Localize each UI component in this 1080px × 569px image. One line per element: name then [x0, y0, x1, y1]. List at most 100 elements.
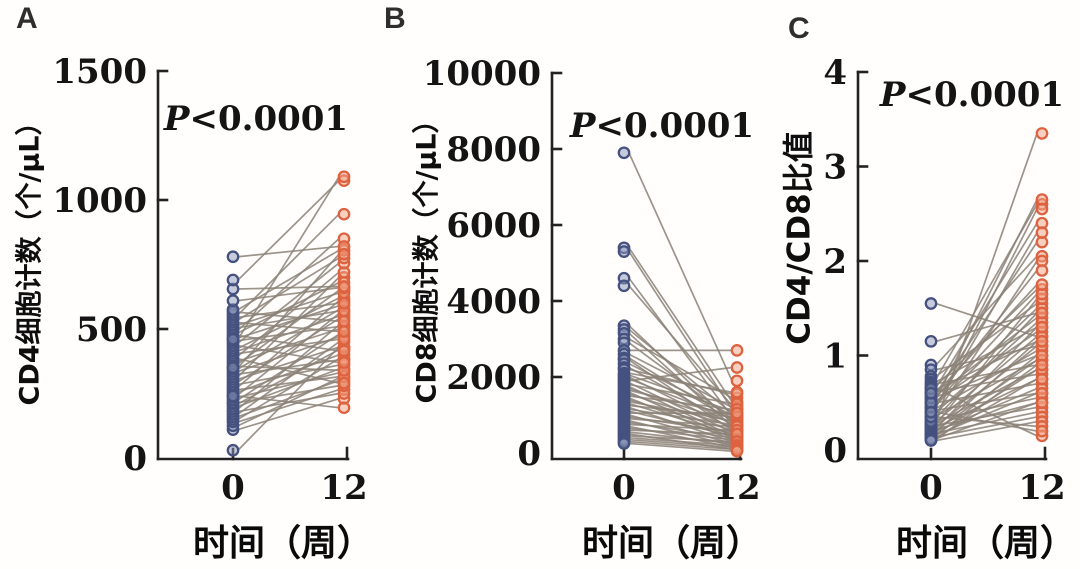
pair-line — [237, 262, 340, 344]
pair-line — [237, 176, 340, 340]
week0-point — [226, 273, 240, 287]
week12-point — [337, 356, 351, 369]
pair-line — [628, 417, 733, 428]
y-tick-label: 6000 — [446, 206, 541, 246]
week12-point — [337, 401, 351, 415]
pair-line — [237, 348, 340, 405]
week12-point — [1035, 127, 1049, 140]
week12-point — [730, 344, 744, 357]
week12-point — [1035, 320, 1049, 334]
pair-lines — [628, 152, 733, 452]
pair-line — [935, 340, 1038, 433]
y-tick-label: 8000 — [446, 130, 541, 170]
pair-line — [237, 388, 340, 423]
panel-c-y-axis-label: CD4/CD8比值 — [781, 131, 818, 345]
pair-line — [628, 381, 733, 433]
panel-b-letter: B — [384, 2, 406, 35]
pair-line — [628, 277, 733, 418]
pair-line — [935, 411, 1038, 432]
panel-c-xtick-0: 0 — [919, 468, 943, 508]
week0-point — [226, 361, 240, 375]
pair-line — [237, 286, 340, 302]
week12-point — [730, 361, 744, 374]
panel-b-xtick-12: 12 — [713, 468, 761, 508]
pair-line — [935, 298, 1038, 426]
pair-line — [935, 411, 1038, 434]
pair-line — [237, 334, 340, 352]
pair-line — [628, 383, 733, 405]
pair-line — [628, 372, 733, 394]
y-tick-label: 10000 — [423, 54, 541, 94]
pair-line — [935, 260, 1038, 415]
week0-point — [924, 297, 938, 310]
pair-line — [935, 312, 1038, 343]
pair-line — [935, 335, 1038, 423]
week0-point — [617, 146, 631, 160]
week0-point — [924, 405, 938, 419]
pair-line — [628, 152, 733, 382]
week0-point — [617, 279, 631, 293]
week12-point — [1035, 306, 1049, 320]
pair-line — [628, 429, 733, 435]
week12-point — [1035, 358, 1049, 372]
pair-line — [237, 354, 340, 394]
pair-line — [628, 440, 733, 451]
y-tick-label: 1000 — [52, 181, 147, 221]
panel-c-plot: 0 1 2 3 4 — [823, 53, 1049, 471]
week12-point — [1035, 424, 1049, 438]
pair-lines — [237, 176, 340, 451]
y-tick-label: 4 — [823, 53, 847, 93]
panel-b-y-axis-label: CD8细胞计数（个/μL） — [411, 106, 443, 404]
week12-point — [1035, 396, 1049, 410]
week0-point — [924, 334, 938, 348]
week12-point — [730, 385, 744, 399]
pair-line — [237, 257, 340, 321]
week12-point — [730, 406, 744, 420]
pair-line — [628, 338, 733, 399]
week12-point — [337, 170, 351, 184]
pair-line — [628, 247, 733, 403]
pair-line — [237, 372, 340, 399]
pair-line — [935, 293, 1038, 404]
week12-point — [337, 314, 351, 328]
panel-b-pvalue: P<0.0001 — [569, 106, 755, 146]
pair-line — [237, 397, 340, 431]
pair-line — [237, 384, 340, 404]
pair-line — [628, 353, 733, 409]
week0-point — [226, 294, 240, 307]
pair-line — [237, 321, 340, 333]
pair-line — [628, 251, 733, 410]
panel-a-xtick-12: 12 — [320, 468, 368, 508]
panel-a-x-axis-label: 时间（周） — [192, 523, 374, 564]
week12-point — [1035, 278, 1049, 291]
panel-c-pvalue: P<0.0001 — [879, 75, 1065, 115]
panel-a-pvalue: P<0.0001 — [163, 99, 349, 139]
pair-line — [935, 255, 1038, 366]
pair-line — [935, 241, 1038, 394]
pair-line — [935, 326, 1038, 429]
y-tick-label: 0 — [823, 431, 847, 471]
pair-line — [628, 435, 733, 443]
pair-line — [237, 346, 340, 381]
pair-line — [237, 359, 340, 375]
pair-line — [237, 297, 340, 350]
pair-line — [935, 401, 1038, 440]
pair-line — [628, 442, 733, 452]
pair-line — [237, 253, 340, 369]
panel-b-x-axis-label: 时间（周） — [581, 523, 763, 564]
pair-line — [935, 364, 1038, 441]
panel-b-plot: 0 2000 4000 6000 8000 10000 — [423, 54, 744, 474]
panel-c-x-axis-label: 时间（周） — [895, 523, 1077, 564]
pair-line — [935, 284, 1038, 394]
panel-c-letter: C — [788, 12, 810, 45]
panel-a-xtick-0: 0 — [221, 468, 245, 508]
week12-point — [730, 374, 744, 388]
week12-point — [337, 325, 351, 338]
pair-line — [237, 341, 340, 415]
week12-point — [337, 280, 351, 293]
y-tick-label: 2 — [823, 242, 847, 282]
pair-line — [628, 368, 733, 395]
pair-line — [237, 304, 340, 339]
